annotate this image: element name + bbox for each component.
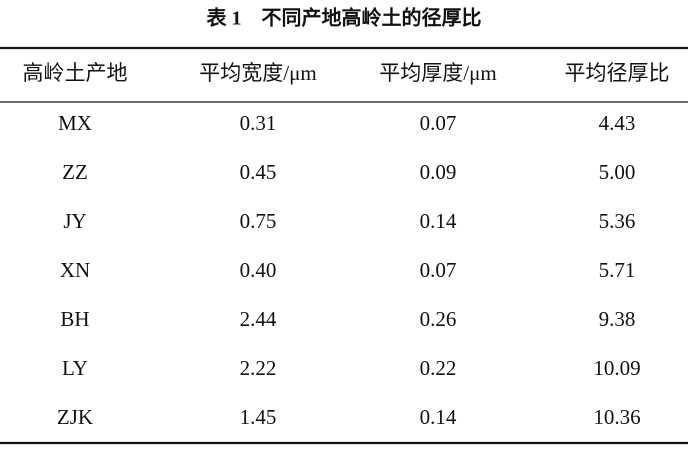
cell: 0.40 [240,258,277,282]
cell: LY [62,356,88,380]
cell: 0.75 [240,209,277,233]
cell: 9.38 [599,307,636,331]
cell: 1.45 [240,405,277,429]
cell: XN [60,258,90,282]
table-title: 表 1 不同产地高岭土的径厚比 [207,6,482,30]
cell: ZJK [57,405,93,429]
cell: 0.26 [420,307,457,331]
header-cell: 平均厚度/μm [379,61,496,85]
cell: 0.45 [240,160,277,184]
cell: MX [58,111,92,135]
header-cell: 平均径厚比 [565,61,670,85]
cell: 0.07 [420,258,457,282]
cell: 10.36 [593,405,640,429]
cell: 0.31 [240,111,277,135]
cell: 0.07 [420,111,457,135]
cell: 0.14 [420,209,457,233]
header-cell: 高岭土产地 [23,61,128,85]
cell: 0.09 [420,160,457,184]
cell: ZZ [62,160,88,184]
cell: 5.36 [599,209,636,233]
cell: 2.22 [240,356,277,380]
cell: JY [63,209,86,233]
cell: 2.44 [240,307,277,331]
cell: 5.71 [599,258,636,282]
cell: 4.43 [599,111,636,135]
cell: 10.09 [593,356,640,380]
header-cell: 平均宽度/μm [199,61,316,85]
cell: 0.14 [420,405,457,429]
cell: BH [60,307,89,331]
cell: 5.00 [599,160,636,184]
cell: 0.22 [420,356,457,380]
